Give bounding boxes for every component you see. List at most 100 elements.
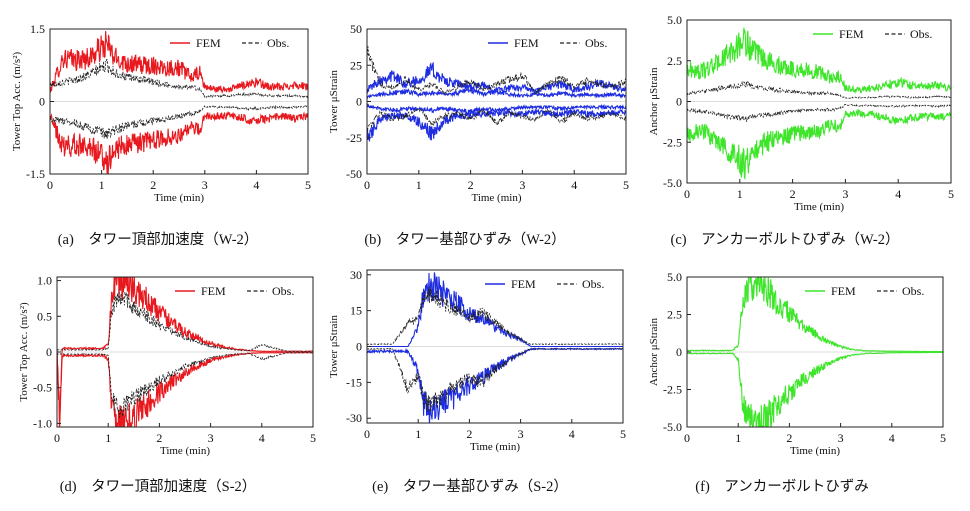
series-obs-upper-line	[50, 58, 308, 99]
x-tick-label: 2	[156, 431, 162, 445]
series-obs-lower-line	[57, 352, 313, 418]
x-tick-label: 3	[838, 431, 844, 445]
x-tick-label: 0	[684, 187, 690, 201]
x-tick-label: 1	[105, 431, 111, 445]
y-axis-title: Tower μStrain	[328, 315, 340, 378]
legend-fem-label: FEM	[196, 36, 221, 50]
y-tick-label: -0.5	[33, 381, 52, 395]
y-tick-label: -30	[346, 411, 362, 425]
x-tick-label: 0	[684, 431, 690, 445]
x-axis-title: Time (min)	[471, 192, 521, 204]
x-axis-title: Time (min)	[470, 441, 520, 453]
legend-fem-label: FEM	[839, 27, 864, 41]
x-tick-label: 3	[519, 178, 525, 192]
y-tick-label: 5.0	[667, 270, 682, 284]
legend: FEM Obs.	[485, 277, 604, 291]
y-tick-label: 2.5	[667, 54, 682, 68]
x-axis-title: Time (min)	[794, 201, 844, 213]
series-fem-lower-line	[367, 108, 626, 142]
x-axis-title: Time (min)	[160, 445, 210, 457]
y-axis-title: Anchor μStrain	[648, 67, 660, 135]
panel-caption: (e) タワー基部ひずみ（S-2）	[372, 478, 568, 495]
x-tick-label: 5	[305, 178, 311, 192]
series-obs-upper-line	[367, 46, 626, 96]
y-axis-title: Tower Top Acc. (m/s²)	[11, 52, 23, 152]
panel-caption: (f) アンカーボルトひずみ	[695, 478, 868, 495]
x-tick-label: 4	[259, 431, 265, 445]
y-tick-label: 1.5	[30, 22, 45, 36]
y-tick-label: -2.5	[663, 383, 682, 397]
y-tick-label: 0	[46, 345, 52, 359]
legend-fem-label: FEM	[831, 284, 856, 298]
legend: FEM Obs.	[170, 36, 289, 50]
x-axis-title: Time (min)	[154, 192, 204, 204]
x-tick-label: 1	[735, 431, 741, 445]
x-axis-title: Time (min)	[790, 445, 840, 457]
panel-caption: (a) タワー頂部加速度（W-2）	[58, 231, 259, 248]
plot-area	[367, 46, 626, 142]
x-tick-label: 3	[842, 187, 848, 201]
series-fem-upper-line	[57, 277, 313, 427]
series-obs-lower-line	[50, 104, 308, 139]
x-tick-label: 0	[47, 178, 53, 192]
y-tick-label: -50	[346, 167, 362, 181]
plot-area	[57, 277, 313, 427]
x-tick-label: 4	[571, 178, 577, 192]
legend-fem-label: FEM	[511, 277, 536, 291]
legend-obs-label: Obs.	[582, 277, 604, 291]
x-tick-label: 5	[623, 178, 629, 192]
legend-obs-label: Obs.	[267, 36, 289, 50]
x-tick-label: 2	[790, 187, 796, 201]
legend: FEM Obs.	[175, 284, 294, 298]
y-tick-label: 0	[356, 340, 362, 354]
series-fem-inner-lower-line	[367, 103, 626, 115]
x-tick-label: 1	[737, 187, 743, 201]
legend: FEM Obs.	[805, 284, 924, 298]
series-obs-lower-line	[687, 103, 951, 122]
x-tick-label: 5	[948, 187, 954, 201]
plot-area	[687, 277, 943, 427]
x-tick-label: 4	[895, 187, 901, 201]
series-obs-upper-line	[367, 286, 623, 346]
plot-area	[50, 30, 308, 174]
y-axis-title: Tower Top Acc. (m/s²)	[18, 302, 30, 402]
y-tick-label: 50	[350, 22, 362, 36]
series-fem-lower-line	[687, 351, 943, 427]
x-tick-label: 1	[99, 178, 105, 192]
legend: FEM Obs.	[488, 36, 607, 50]
series-fem-inner-upper-line	[367, 87, 626, 99]
panel-caption: (c) アンカーボルトひずみ（W-2）	[671, 231, 900, 248]
series-fem-lower-line	[57, 351, 313, 427]
y-tick-label: 0	[676, 95, 682, 109]
series-fem-upper-line	[50, 30, 308, 94]
y-tick-label: 0.5	[37, 309, 52, 323]
series-fem-lower-line	[50, 111, 308, 174]
x-tick-label: 2	[466, 427, 472, 441]
x-tick-label: 2	[786, 431, 792, 445]
y-tick-label: 30	[350, 268, 362, 282]
x-tick-label: 5	[940, 431, 946, 445]
series-obs-upper-line	[687, 80, 951, 100]
series-fem-upper-line	[367, 272, 623, 348]
y-tick-label: 5.0	[667, 13, 682, 27]
legend-obs-label: Obs.	[902, 284, 924, 298]
x-tick-label: 4	[253, 178, 259, 192]
y-tick-label: 0	[676, 345, 682, 359]
x-tick-label: 3	[208, 431, 214, 445]
y-tick-label: 2.5	[667, 308, 682, 322]
x-tick-label: 2	[468, 178, 474, 192]
series-obs-upper-line	[57, 288, 313, 352]
x-tick-label: 0	[54, 431, 60, 445]
y-tick-label: 15	[350, 304, 362, 318]
x-tick-label: 3	[202, 178, 208, 192]
legend-fem-label: FEM	[201, 284, 226, 298]
x-tick-label: 3	[518, 427, 524, 441]
x-tick-label: 5	[310, 431, 316, 445]
chart-panel-d: 0 1 2 3 4 5 1.0 0.5 0 -0.5 -1.0 Time (min) Tower Top…	[18, 274, 316, 495]
x-tick-label: 1	[416, 178, 422, 192]
y-tick-label: 0	[356, 95, 362, 109]
y-axis-title: Anchor μStrain	[648, 318, 660, 386]
